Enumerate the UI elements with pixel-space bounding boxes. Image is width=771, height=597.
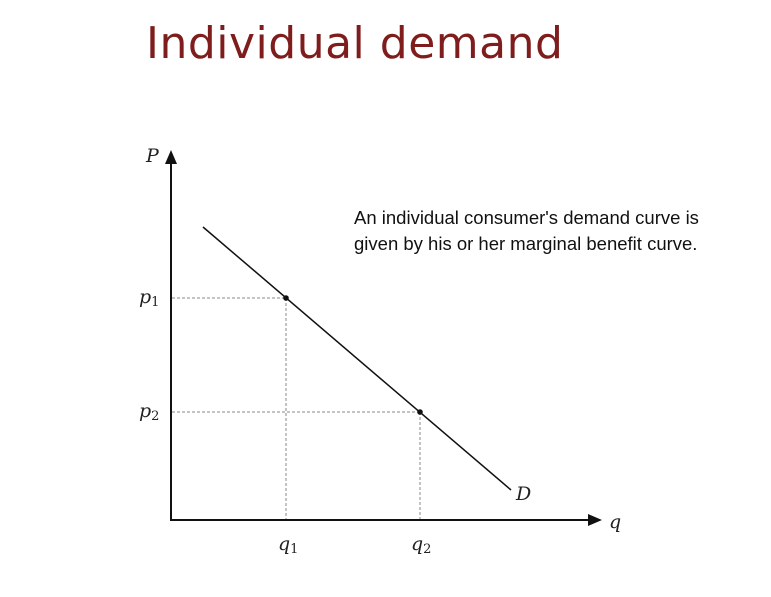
p1-sub: 1 <box>151 295 159 310</box>
quantity-label-q1: q1 <box>278 533 298 557</box>
demand-point-1 <box>283 295 289 301</box>
q2-sub: 2 <box>423 542 431 557</box>
y-axis-arrow <box>165 150 177 164</box>
quantity-label-q2: q2 <box>411 533 431 557</box>
caption-line-1: An individual consumer's demand curve is <box>354 207 699 228</box>
x-axis-arrow <box>588 514 602 526</box>
q2-main: q <box>411 533 423 555</box>
q1-main: q <box>278 533 290 555</box>
caption-text: An individual consumer's demand curve is… <box>354 205 764 257</box>
price-label-p1: p1 <box>139 286 159 310</box>
demand-curve-label: D <box>515 483 531 505</box>
caption-line-2: given by his or her marginal benefit cur… <box>354 233 698 254</box>
demand-point-2 <box>417 409 423 415</box>
x-axis-label: q <box>609 511 621 533</box>
demand-curve <box>202 226 512 491</box>
slide-title: Individual demand <box>146 18 564 69</box>
p2-main: p <box>139 400 151 422</box>
price-label-p2: p2 <box>139 400 159 424</box>
p2-sub: 2 <box>151 409 159 424</box>
p1-main: p <box>139 286 151 308</box>
y-axis-label: P <box>145 145 160 167</box>
q1-sub: 1 <box>290 542 298 557</box>
